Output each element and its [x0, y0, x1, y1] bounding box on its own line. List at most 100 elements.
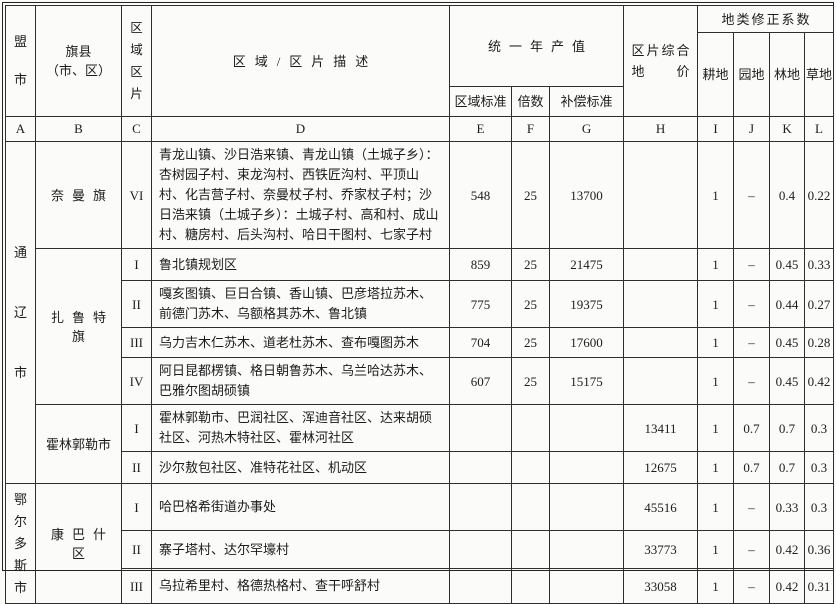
- zone-description: 乌拉希里村、格德热格村、查干呼舒村: [151, 568, 450, 604]
- cultivated-coef: 1: [697, 404, 735, 452]
- forest-coef: 0.33: [769, 483, 806, 531]
- compensation-value: 13700: [548, 141, 625, 249]
- regional-standard-value: 704: [449, 327, 512, 358]
- header-zone-price-label: 区片综合地价: [631, 43, 690, 79]
- column-letter-f: F: [511, 116, 550, 142]
- zone-price-value: [623, 141, 699, 249]
- zone-description: 青龙山镇、沙日浩来镇、青龙山镇（土城子乡）：杏树园子村、束龙沟村、西铁匠沟村、平…: [151, 141, 450, 249]
- column-letter-c: C: [121, 116, 152, 142]
- compensation-value: [548, 483, 625, 531]
- multiplier-value: [511, 568, 550, 604]
- zone-price-value: 12675: [623, 451, 699, 484]
- cultivated-coef: 1: [697, 483, 735, 531]
- header-zone-label: 区域区片: [130, 21, 143, 101]
- grass-coef: 0.27: [804, 280, 835, 328]
- compensation-value: 17600: [548, 327, 625, 358]
- multiplier-value: [511, 530, 550, 569]
- multiplier-value: [511, 404, 550, 452]
- regional-standard-value: [449, 530, 512, 569]
- compensation-value: [548, 568, 625, 604]
- column-letter-b: B: [35, 116, 122, 142]
- column-letter-e: E: [449, 116, 512, 142]
- zone-code: I: [121, 483, 152, 531]
- header-zone-price: 区片综合地价: [623, 5, 699, 117]
- zone-code: II: [121, 530, 152, 569]
- zone-description: 阿日昆都楞镇、格日朝鲁苏木、乌兰哈达苏木、巴雅尔图胡硕镇: [151, 357, 450, 405]
- cultivated-coef: 1: [697, 357, 735, 405]
- zone-description: 寨子塔村、达尔罕壕村: [151, 530, 450, 569]
- multiplier-value: 25: [511, 327, 550, 358]
- zone-description: 乌力吉木仁苏木、道老杜苏木、查布嘎图苏木: [151, 327, 450, 358]
- multiplier-value: [511, 451, 550, 484]
- forest-coef: 0.7: [769, 404, 806, 452]
- zone-description: 哈巴格希街道办事处: [151, 483, 450, 531]
- cultivated-coef: 1: [697, 327, 735, 358]
- garden-coef: 0.7: [733, 451, 771, 484]
- compensation-value: 15175: [548, 357, 625, 405]
- zone-price-value: [623, 280, 699, 328]
- forest-coef: 0.42: [769, 568, 806, 604]
- garden-coef: –: [733, 357, 771, 405]
- zone-price-value: [623, 248, 699, 281]
- column-letter-j: J: [733, 116, 771, 142]
- garden-coef: –: [733, 483, 771, 531]
- column-letter-g: G: [548, 116, 625, 142]
- zone-code: II: [121, 451, 152, 484]
- county-cell-jarud: 扎鲁特旗: [35, 248, 122, 405]
- grass-coef: 0.31: [804, 568, 835, 604]
- forest-coef: 0.44: [769, 280, 806, 328]
- forest-coef: 0.42: [769, 530, 806, 569]
- zone-price-value: 45516: [623, 483, 699, 531]
- regional-standard-value: [449, 404, 512, 452]
- grass-coef: 0.3: [804, 483, 835, 531]
- header-regional-standard: 区域标准: [449, 86, 512, 117]
- zone-description: 鲁北镇规划区: [151, 248, 450, 281]
- grass-coef: 0.28: [804, 327, 835, 358]
- regional-standard-value: 607: [449, 357, 512, 405]
- column-letter-l: L: [804, 116, 835, 142]
- header-county: 旗县 （市、区）: [35, 5, 122, 117]
- forest-coef: 0.7: [769, 451, 806, 484]
- zone-code: III: [121, 327, 152, 358]
- regional-standard-value: 859: [449, 248, 512, 281]
- compensation-value: [548, 451, 625, 484]
- header-multiplier: 倍数: [511, 86, 550, 117]
- zone-code: III: [121, 568, 152, 604]
- league-name: 鄂尔多斯市: [13, 491, 27, 595]
- zone-code: I: [121, 404, 152, 452]
- multiplier-value: 25: [511, 248, 550, 281]
- cultivated-coef: 1: [697, 568, 735, 604]
- header-zone: 区域区片: [121, 5, 152, 117]
- garden-coef: 0.7: [733, 404, 771, 452]
- column-letter-h: H: [623, 116, 699, 142]
- header-league: 盟市: [5, 5, 36, 117]
- league-cell-ordos: 鄂尔多斯市: [5, 483, 36, 604]
- forest-coef: 0.45: [769, 327, 806, 358]
- header-grassland: 草地: [804, 32, 835, 117]
- zone-price-value: [623, 357, 699, 405]
- league-name: 通辽市: [13, 244, 27, 380]
- zone-price-value: [623, 327, 699, 358]
- land-compensation-table: 盟市 旗县 （市、区） 区域区片 区域/区片描述 统一年产值 区片综合地价 地类…: [5, 5, 835, 604]
- garden-coef: –: [733, 327, 771, 358]
- cultivated-coef: 1: [697, 248, 735, 281]
- regional-standard-value: [449, 483, 512, 531]
- header-cultivated-land: 耕地: [697, 32, 735, 117]
- zone-code: I: [121, 248, 152, 281]
- grass-coef: 0.22: [804, 141, 835, 249]
- column-letter-k: K: [769, 116, 806, 142]
- forest-coef: 0.45: [769, 357, 806, 405]
- regional-standard-value: [449, 451, 512, 484]
- zone-code: IV: [121, 357, 152, 405]
- county-cell-holingol: 霍林郭勒市: [35, 404, 122, 484]
- grass-coef: 0.33: [804, 248, 835, 281]
- column-letter-a: A: [5, 116, 36, 142]
- header-description: 区域/区片描述: [151, 5, 450, 117]
- zone-description: 霍林郭勒市、巴润社区、浑迪音社区、达来胡硕社区、河热木特社区、霍林河社区: [151, 404, 450, 452]
- garden-coef: –: [733, 280, 771, 328]
- zone-price-value: 33773: [623, 530, 699, 569]
- header-compensation-standard: 补偿标准: [548, 86, 625, 117]
- compensation-value: 21475: [548, 248, 625, 281]
- county-cell-kangbashi: 康巴什区: [35, 483, 122, 604]
- zone-description: 嘎亥图镇、巨日合镇、香山镇、巴彦塔拉苏木、前德门苏木、乌额格其苏木、鲁北镇: [151, 280, 450, 328]
